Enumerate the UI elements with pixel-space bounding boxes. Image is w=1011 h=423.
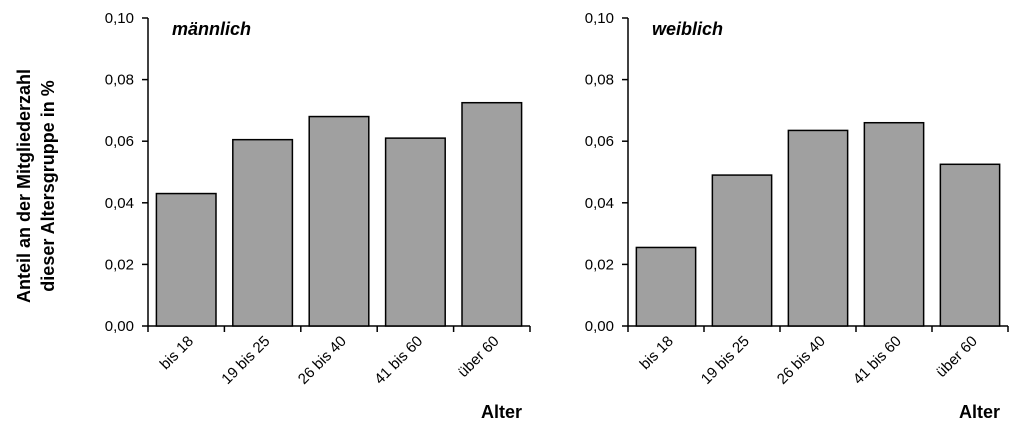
x-tick-label: 41 bis 60 bbox=[371, 333, 426, 388]
bar bbox=[384, 137, 446, 327]
bar bbox=[635, 246, 697, 327]
bar bbox=[939, 163, 1001, 327]
x-tick-label: 26 bis 40 bbox=[774, 333, 829, 388]
panel-male: 0,00 0,02 0,04 0,06 0,08 0,10 bis 18 19 bis 25 2… bbox=[105, 10, 531, 422]
y-tick-label: 0,08 bbox=[105, 72, 134, 89]
bar bbox=[711, 174, 773, 327]
y-axis-label-line2: dieser Altersgruppe in % bbox=[38, 80, 58, 291]
x-tick-label: 19 bis 25 bbox=[698, 333, 753, 388]
y-tick-label: 0,02 bbox=[585, 256, 614, 273]
y-tick-label: 0,00 bbox=[585, 318, 614, 335]
y-axis-label-line1: Anteil an der Mitgliederzahl bbox=[14, 69, 34, 303]
panel-title: weiblich bbox=[652, 19, 723, 39]
y-tick-label: 0,00 bbox=[105, 318, 134, 335]
y-tick-label: 0,04 bbox=[105, 195, 134, 212]
x-tick-label: 19 bis 25 bbox=[218, 333, 273, 388]
bar bbox=[308, 115, 370, 327]
bar bbox=[863, 121, 925, 327]
x-tick-label: über 60 bbox=[933, 333, 981, 381]
bar bbox=[232, 138, 294, 327]
y-tick-label: 0,06 bbox=[585, 133, 614, 150]
bar bbox=[461, 101, 523, 327]
panel-title: männlich bbox=[172, 19, 251, 39]
y-tick-label: 0,04 bbox=[585, 195, 614, 212]
x-axis-title: Alter bbox=[481, 402, 522, 422]
y-tick-label: 0,06 bbox=[105, 133, 134, 150]
x-axis-title: Alter bbox=[959, 402, 1000, 422]
x-tick-label: 41 bis 60 bbox=[850, 333, 905, 388]
x-tick-label: bis 18 bbox=[637, 333, 677, 373]
y-tick-label: 0,10 bbox=[105, 10, 134, 27]
bar bbox=[155, 192, 217, 327]
y-tick-label: 0,02 bbox=[105, 256, 134, 273]
y-tick-label: 0,10 bbox=[585, 10, 614, 27]
panel-female: 0,00 0,02 0,04 0,06 0,08 0,10 bis 18 19 bis 25 2… bbox=[585, 10, 1009, 422]
x-tick-label: 26 bis 40 bbox=[295, 333, 350, 388]
y-tick-label: 0,08 bbox=[585, 72, 614, 89]
x-tick-label: bis 18 bbox=[157, 333, 197, 373]
bar bbox=[787, 129, 849, 327]
x-tick-label: über 60 bbox=[455, 333, 503, 381]
